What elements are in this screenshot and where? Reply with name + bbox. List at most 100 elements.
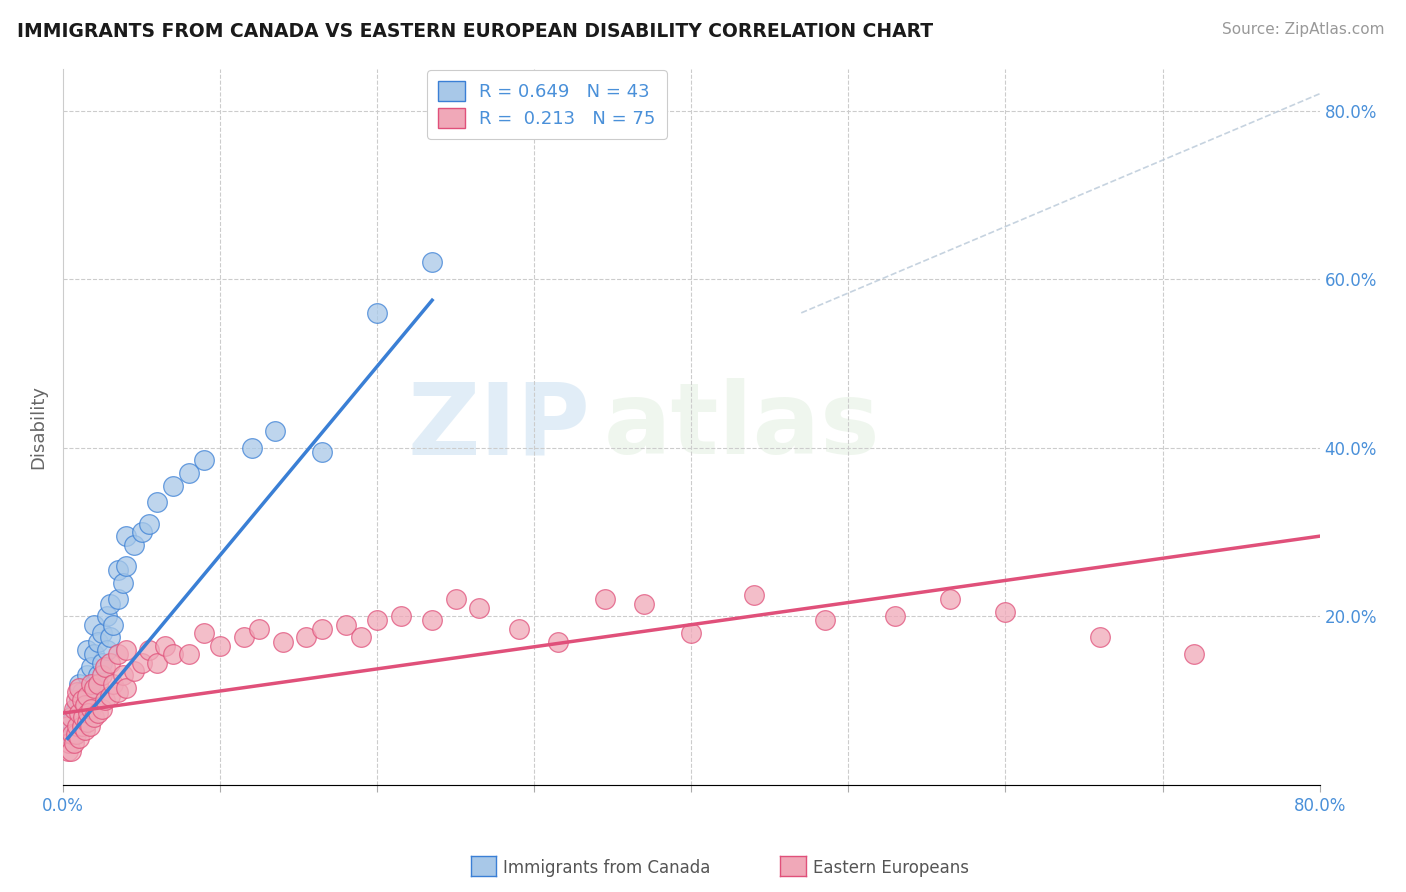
Point <box>67 676 90 690</box>
Point <box>59 710 82 724</box>
Text: atlas: atlas <box>603 378 880 475</box>
Point <box>162 478 184 492</box>
Point <box>94 660 117 674</box>
Y-axis label: Disability: Disability <box>30 384 46 468</box>
Point <box>994 605 1017 619</box>
Point <box>366 614 388 628</box>
Point <box>146 495 169 509</box>
Point <box>240 441 263 455</box>
Point <box>73 698 96 712</box>
Point <box>420 255 443 269</box>
Point <box>80 690 103 704</box>
Point <box>98 656 121 670</box>
Point <box>335 617 357 632</box>
Point <box>742 588 765 602</box>
Point <box>593 592 616 607</box>
Text: ZIP: ZIP <box>408 378 591 475</box>
Point <box>98 630 121 644</box>
Point <box>107 647 129 661</box>
Point <box>420 614 443 628</box>
Point <box>111 575 134 590</box>
Point <box>311 622 333 636</box>
Point <box>209 639 232 653</box>
Point <box>76 714 98 729</box>
Point <box>70 693 93 707</box>
Point <box>86 634 108 648</box>
Point <box>63 736 86 750</box>
Point <box>115 681 138 695</box>
Point <box>76 643 98 657</box>
Point <box>91 668 114 682</box>
Point <box>96 609 118 624</box>
Point <box>193 626 215 640</box>
Point <box>98 690 121 704</box>
Point <box>66 719 89 733</box>
Point <box>247 622 270 636</box>
Point <box>271 634 294 648</box>
Point <box>65 702 87 716</box>
Point <box>389 609 412 624</box>
Point <box>67 731 90 746</box>
Point <box>232 630 254 644</box>
Point <box>91 702 114 716</box>
Point <box>107 563 129 577</box>
Point <box>138 516 160 531</box>
Point <box>96 643 118 657</box>
Point <box>131 524 153 539</box>
Point <box>444 592 467 607</box>
Point <box>107 592 129 607</box>
Point <box>1182 647 1205 661</box>
Point <box>681 626 703 640</box>
Text: Eastern Europeans: Eastern Europeans <box>813 859 969 877</box>
Point <box>366 306 388 320</box>
Point <box>111 668 134 682</box>
Point <box>65 727 87 741</box>
Point <box>1088 630 1111 644</box>
Point <box>80 702 103 716</box>
Point <box>73 723 96 737</box>
Point <box>65 727 87 741</box>
Point <box>193 453 215 467</box>
Point <box>131 656 153 670</box>
Text: Immigrants from Canada: Immigrants from Canada <box>503 859 710 877</box>
Point <box>115 529 138 543</box>
Point <box>884 609 907 624</box>
Point <box>83 710 105 724</box>
Point <box>153 639 176 653</box>
Point <box>115 643 138 657</box>
Point <box>939 592 962 607</box>
Text: Source: ZipAtlas.com: Source: ZipAtlas.com <box>1222 22 1385 37</box>
Point <box>122 538 145 552</box>
Point <box>814 614 837 628</box>
Point <box>103 617 125 632</box>
Point <box>83 681 105 695</box>
Point <box>86 668 108 682</box>
Point <box>83 647 105 661</box>
Point <box>295 630 318 644</box>
Point <box>59 731 82 746</box>
Point <box>76 690 98 704</box>
Point <box>79 719 101 733</box>
Point <box>77 706 100 720</box>
Point <box>103 676 125 690</box>
Point <box>86 706 108 720</box>
Point <box>162 647 184 661</box>
Point <box>83 617 105 632</box>
Point <box>70 710 93 724</box>
Point <box>177 647 200 661</box>
Point <box>76 698 98 712</box>
Point <box>91 626 114 640</box>
Point <box>67 693 90 707</box>
Point <box>56 744 79 758</box>
Point <box>311 445 333 459</box>
Point <box>80 676 103 690</box>
Point <box>350 630 373 644</box>
Point <box>65 693 87 707</box>
Point <box>72 710 94 724</box>
Point <box>63 702 86 716</box>
Point <box>122 664 145 678</box>
Point <box>468 600 491 615</box>
Point <box>138 643 160 657</box>
Point <box>80 660 103 674</box>
Point <box>115 558 138 573</box>
